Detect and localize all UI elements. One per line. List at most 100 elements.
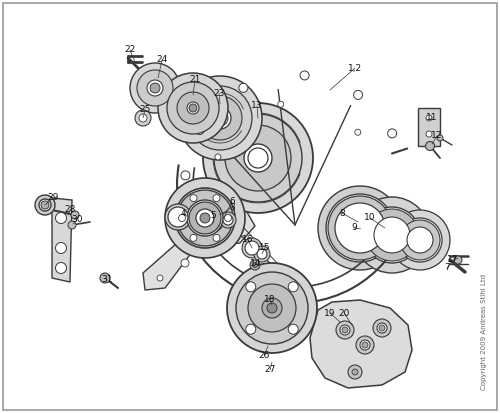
Circle shape (227, 263, 317, 353)
Circle shape (264, 300, 280, 316)
Text: Copyright 2009 Andreas Stihl Ltd: Copyright 2009 Andreas Stihl Ltd (481, 274, 487, 390)
Circle shape (400, 220, 440, 260)
Circle shape (300, 71, 309, 80)
Text: 27: 27 (264, 366, 276, 375)
Text: 8: 8 (339, 209, 345, 218)
Circle shape (336, 321, 354, 339)
Text: 7: 7 (444, 263, 450, 273)
Circle shape (288, 282, 298, 292)
Circle shape (278, 101, 284, 107)
Circle shape (239, 83, 248, 93)
Circle shape (71, 211, 79, 219)
Text: 26: 26 (258, 351, 270, 361)
Text: 11: 11 (426, 114, 438, 123)
Circle shape (56, 263, 66, 273)
Text: 15: 15 (259, 244, 271, 252)
Circle shape (135, 110, 151, 126)
Text: 23: 23 (214, 88, 224, 97)
Text: 10: 10 (364, 214, 376, 223)
Circle shape (187, 102, 199, 114)
Circle shape (260, 296, 284, 320)
Circle shape (150, 83, 160, 93)
Circle shape (175, 188, 235, 248)
Circle shape (188, 86, 252, 150)
Circle shape (245, 241, 259, 255)
Circle shape (177, 190, 233, 246)
Circle shape (177, 92, 209, 124)
Circle shape (246, 282, 256, 292)
Circle shape (398, 218, 442, 262)
Circle shape (355, 129, 361, 135)
Text: 18: 18 (264, 295, 276, 304)
Circle shape (252, 263, 258, 268)
Circle shape (158, 73, 228, 143)
Circle shape (189, 104, 197, 112)
Circle shape (326, 194, 394, 262)
Circle shape (167, 82, 219, 134)
Circle shape (225, 125, 291, 191)
Circle shape (223, 215, 233, 225)
Circle shape (257, 249, 267, 259)
Circle shape (189, 202, 221, 234)
Text: 1,2: 1,2 (348, 64, 362, 73)
Bar (418, 108, 440, 146)
Text: 24: 24 (156, 55, 168, 64)
Circle shape (198, 96, 242, 140)
Circle shape (224, 214, 232, 221)
Circle shape (236, 272, 308, 344)
Circle shape (426, 115, 432, 121)
Circle shape (210, 108, 230, 128)
Circle shape (181, 171, 190, 180)
Circle shape (437, 135, 443, 141)
Polygon shape (52, 198, 72, 282)
Circle shape (213, 235, 220, 242)
Circle shape (354, 90, 362, 100)
Text: 4: 4 (180, 209, 186, 218)
Circle shape (318, 186, 402, 270)
Circle shape (356, 336, 374, 354)
Circle shape (137, 70, 173, 106)
Circle shape (373, 319, 391, 337)
Circle shape (288, 324, 298, 334)
Circle shape (360, 340, 370, 350)
Circle shape (242, 238, 262, 258)
Circle shape (212, 110, 228, 126)
Circle shape (262, 298, 282, 318)
Circle shape (56, 242, 66, 254)
Circle shape (149, 82, 161, 94)
Circle shape (56, 213, 66, 223)
Text: 31: 31 (101, 275, 113, 285)
Circle shape (246, 324, 256, 334)
Circle shape (178, 214, 186, 221)
Text: 19: 19 (324, 309, 336, 318)
Text: 29: 29 (48, 194, 58, 202)
Circle shape (190, 235, 197, 242)
Circle shape (41, 201, 49, 209)
Text: 17: 17 (448, 256, 459, 264)
Circle shape (214, 114, 302, 202)
Text: 16: 16 (242, 235, 254, 244)
Text: 28: 28 (64, 206, 76, 214)
Circle shape (35, 195, 55, 215)
Circle shape (267, 303, 277, 313)
Circle shape (209, 107, 231, 129)
Circle shape (39, 199, 51, 211)
Circle shape (100, 273, 110, 283)
Circle shape (213, 195, 220, 202)
Circle shape (426, 142, 434, 150)
Circle shape (168, 207, 188, 227)
Circle shape (157, 275, 163, 281)
Text: 3: 3 (229, 202, 235, 211)
Circle shape (220, 212, 236, 228)
Circle shape (130, 63, 180, 113)
Text: 20: 20 (338, 309, 349, 318)
Circle shape (248, 148, 268, 168)
Circle shape (200, 213, 210, 223)
Circle shape (181, 259, 189, 267)
Circle shape (196, 209, 214, 227)
Polygon shape (143, 200, 255, 290)
Text: 30: 30 (72, 216, 83, 225)
Circle shape (246, 146, 270, 170)
Circle shape (379, 325, 385, 331)
Circle shape (250, 260, 260, 270)
